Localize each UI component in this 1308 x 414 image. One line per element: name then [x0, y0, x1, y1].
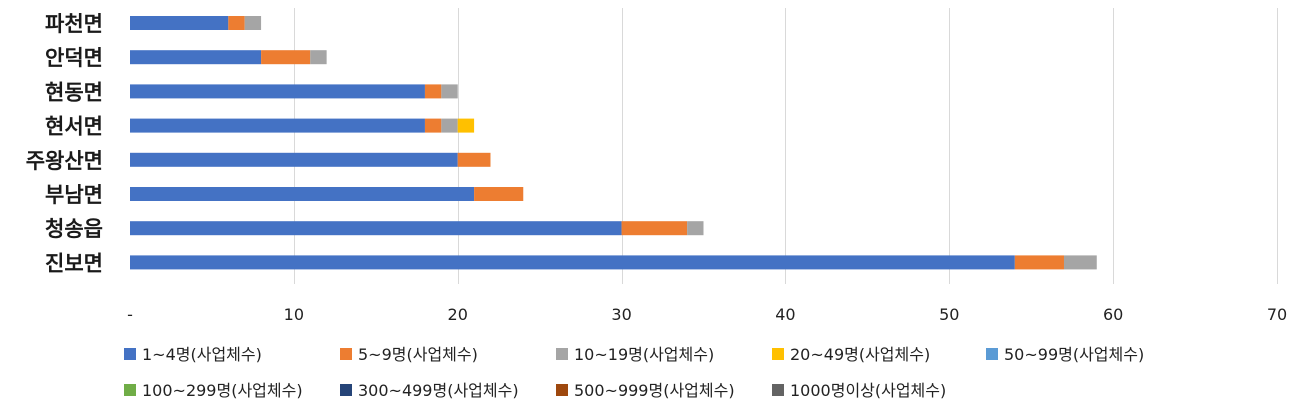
- category-label: 현동면: [45, 80, 103, 104]
- x-tick-label: 10: [284, 305, 304, 324]
- legend-label: 300~499명(사업체수): [358, 381, 519, 400]
- category-label: 진보면: [45, 251, 103, 275]
- bar-segment: [457, 152, 491, 167]
- legend-label: 1000명이상(사업체수): [790, 381, 946, 400]
- bar-segment: [130, 118, 425, 133]
- legend-swatch: [124, 348, 136, 360]
- category-label: 청송읍: [45, 217, 103, 241]
- category-label: 안덕면: [45, 46, 103, 70]
- legend-swatch: [772, 348, 784, 360]
- legend-label: 50~99명(사업체수): [1004, 345, 1144, 364]
- legend-swatch: [556, 384, 568, 396]
- x-tick-label: -: [127, 305, 133, 324]
- legend-item: 300~499명(사업체수): [340, 381, 519, 400]
- bar-segment: [130, 187, 475, 201]
- legend-swatch: [340, 348, 352, 360]
- legend-label: 500~999명(사업체수): [574, 381, 735, 400]
- bar-segment: [310, 50, 327, 65]
- bar-segment: [424, 84, 442, 99]
- legend-swatch: [986, 348, 998, 360]
- bar-segment: [228, 16, 245, 30]
- bar-segment: [244, 16, 262, 30]
- category-label: 주왕산면: [26, 149, 103, 173]
- bar-segment: [130, 16, 229, 30]
- legend-label: 10~19명(사업체수): [574, 345, 714, 364]
- grid-lines: [294, 8, 1278, 284]
- legend-label: 100~299명(사업체수): [142, 381, 303, 400]
- legend-label: 5~9명(사업체수): [358, 345, 478, 364]
- category-label: 파천면: [45, 12, 103, 36]
- bar-segment: [1063, 255, 1097, 270]
- bar-segment: [261, 50, 311, 65]
- category-label: 현서면: [45, 115, 103, 139]
- bar-segment: [687, 221, 704, 236]
- legend-item: 100~299명(사업체수): [124, 381, 303, 400]
- bar-segment: [457, 118, 475, 133]
- legend-swatch: [772, 384, 784, 396]
- x-tick-label: 50: [939, 305, 959, 324]
- legend-label: 20~49명(사업체수): [790, 345, 930, 364]
- legend-item: 1~4명(사업체수): [124, 345, 262, 364]
- legend-item: 20~49명(사업체수): [772, 345, 930, 364]
- x-tick-label: 20: [448, 305, 468, 324]
- legend-swatch: [556, 348, 568, 360]
- x-tick-label: 60: [1103, 305, 1123, 324]
- legend-item: 10~19명(사업체수): [556, 345, 714, 364]
- x-tick-label: 40: [775, 305, 795, 324]
- category-label: 부남면: [45, 183, 103, 207]
- legend: 1~4명(사업체수) 5~9명(사업체수) 10~19명(사업체수) 20~49명(사…: [124, 345, 1144, 400]
- legend-item: 1000명이상(사업체수): [772, 381, 946, 400]
- x-tick-label: 70: [1267, 305, 1287, 324]
- legend-item: 500~999명(사업체수): [556, 381, 735, 400]
- bars: [130, 16, 1097, 270]
- x-tick-label: 30: [611, 305, 631, 324]
- x-axis-tick-labels: - 10 20 30 40 50 60 70: [127, 305, 1287, 324]
- bar-segment: [130, 152, 458, 167]
- bar-segment: [130, 221, 622, 236]
- bar-segment: [130, 84, 425, 99]
- legend-label: 1~4명(사업체수): [142, 345, 262, 364]
- bar-segment: [621, 221, 688, 236]
- bar-segment: [1014, 255, 1064, 270]
- bar-segment: [424, 118, 442, 133]
- legend-swatch: [124, 384, 136, 396]
- bar-segment: [474, 187, 524, 201]
- legend-item: 50~99명(사업체수): [986, 345, 1144, 364]
- legend-swatch: [340, 384, 352, 396]
- legend-item: 5~9명(사업체수): [340, 345, 478, 364]
- bar-segment: [130, 255, 1015, 270]
- bar-segment: [441, 84, 458, 99]
- bar-segment: [441, 118, 458, 133]
- bar-segment: [130, 50, 262, 65]
